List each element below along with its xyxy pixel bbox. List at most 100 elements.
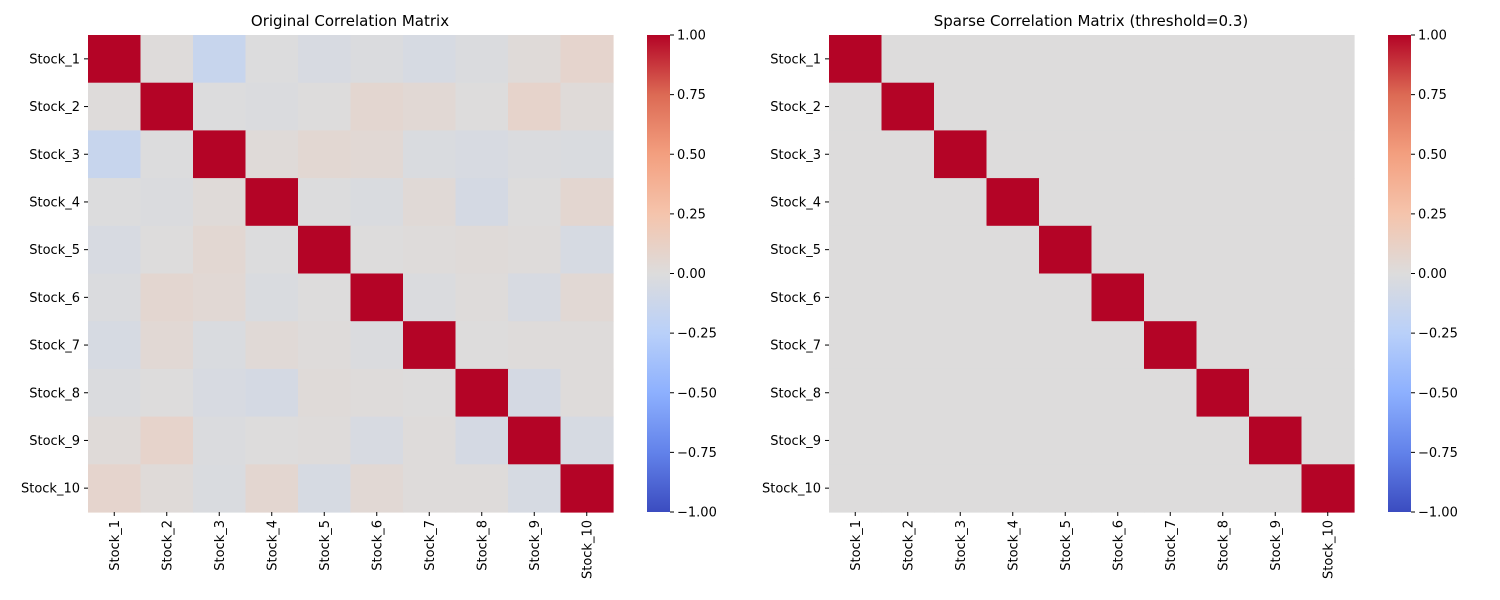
heatmap-cell (508, 321, 562, 370)
y-tick-label: Stock_8 (29, 386, 80, 401)
heatmap-cell (88, 273, 142, 322)
heatmap-cell (245, 368, 299, 418)
heatmap-cell (193, 321, 247, 370)
heatmap-cell (1196, 273, 1250, 322)
heatmap-cell (140, 82, 194, 131)
heatmap-cell (560, 82, 614, 131)
heatmap-cell (350, 82, 404, 131)
x-tick-label: Stock_6 (1111, 520, 1126, 571)
heatmap-cell (1196, 82, 1250, 131)
x-tick-label: Stock_9 (1269, 520, 1284, 571)
heatmap-cell (193, 225, 247, 275)
heatmap-cell (455, 416, 509, 465)
y-tick-label: Stock_9 (770, 434, 821, 449)
heatmap-cell (403, 368, 457, 418)
y-tick-label: Stock_7 (770, 339, 821, 354)
heatmap-cell (88, 225, 142, 275)
chart-title: Original Correlation Matrix (251, 12, 449, 30)
heatmap-cell (986, 321, 1040, 370)
heatmap-cell (829, 35, 883, 84)
heatmap-cell (560, 464, 614, 513)
x-tick-label: Stock_2 (901, 520, 916, 571)
heatmap-cell (829, 464, 883, 513)
heatmap-cell (88, 178, 142, 227)
x-tick-label: Stock_4 (1006, 520, 1021, 571)
heatmap-cell (1091, 416, 1145, 465)
heatmap-cell (881, 35, 935, 84)
heatmap-cell (298, 416, 352, 465)
heatmap-cell (298, 273, 352, 322)
heatmap-panel-sparse: Sparse Correlation Matrix (threshold=0.3… (762, 12, 1458, 579)
heatmap-cell (1039, 368, 1093, 418)
heatmap-cell (298, 82, 352, 131)
heatmap-cells (829, 35, 1355, 513)
heatmap-cell (1091, 35, 1145, 84)
y-tick-label: Stock_1 (770, 52, 821, 67)
heatmap-cell (350, 35, 404, 84)
colorbar-gradient (1388, 35, 1411, 512)
heatmap-cell (245, 225, 299, 275)
heatmap-cell (403, 130, 457, 179)
y-tick-labels: Stock_1 Stock_2 Stock_3 Stock_4 Stock_5 Stock… (762, 52, 829, 497)
heatmap-cell (455, 225, 509, 275)
heatmap-cell (1144, 416, 1198, 465)
x-tick-label: Stock_3 (954, 520, 969, 571)
heatmap-cell (1301, 130, 1355, 179)
heatmap-cell (934, 225, 988, 275)
heatmap-cell (1039, 416, 1093, 465)
heatmap-cell (350, 178, 404, 227)
y-tick-label: Stock_8 (770, 386, 821, 401)
heatmap-cell (1039, 35, 1093, 84)
colorbar-tick-label: −0.25 (677, 327, 717, 342)
heatmap-cell (1091, 273, 1145, 322)
heatmap-cell (560, 35, 614, 84)
heatmap-cell (455, 368, 509, 418)
heatmap-cell (1144, 464, 1198, 513)
x-tick-label: Stock_1 (849, 520, 864, 571)
heatmap-cell (1249, 321, 1303, 370)
heatmap-cell (881, 321, 935, 370)
heatmap-cell (1196, 178, 1250, 227)
heatmap-cell (1196, 225, 1250, 275)
heatmap-cell (560, 225, 614, 275)
heatmap-cell (140, 178, 194, 227)
heatmap-cell (1301, 368, 1355, 418)
heatmap-cell (508, 225, 562, 275)
heatmap-cell (934, 368, 988, 418)
colorbar-ticks: 1.00 0.75 0.50 0.25 0.00 −0.25 −0.50 −0.75 −1.00 (1411, 29, 1458, 521)
y-tick-label: Stock_7 (29, 339, 80, 354)
heatmap-cell (508, 416, 562, 465)
colorbar: 1.00 0.75 0.50 0.25 0.00 −0.25 −0.50 −0.75 −1.00 (647, 29, 717, 521)
heatmap-cell (881, 416, 935, 465)
heatmap-cell (1144, 368, 1198, 418)
heatmap-cell (88, 368, 142, 418)
heatmap-cell (986, 130, 1040, 179)
chart-title: Sparse Correlation Matrix (threshold=0.3… (934, 12, 1248, 30)
heatmap-cell (986, 225, 1040, 275)
colorbar-tick-label: 0.50 (677, 148, 706, 163)
heatmap-panel-original: Original Correlation Matrix Stock_1Stock… (21, 12, 717, 579)
heatmap-cell (88, 82, 142, 131)
heatmap-cell (829, 368, 883, 418)
heatmap-cell (1249, 35, 1303, 84)
heatmap-cell (829, 225, 883, 275)
heatmap-cell (1196, 368, 1250, 418)
colorbar-tick-label: 0.50 (1418, 148, 1447, 163)
heatmap-cell (1196, 35, 1250, 84)
heatmap-cell (350, 464, 404, 513)
y-tick-label: Stock_10 (21, 482, 80, 497)
heatmap-cell (298, 464, 352, 513)
heatmap-cell (298, 225, 352, 275)
colorbar-tick-label: −1.00 (1418, 506, 1458, 521)
heatmap-cell (245, 130, 299, 179)
heatmap-cell (829, 416, 883, 465)
heatmap-cell (1144, 178, 1198, 227)
heatmap-cell (1144, 35, 1198, 84)
y-tick-label: Stock_10 (762, 482, 821, 497)
heatmap-cell (1249, 273, 1303, 322)
heatmap-cell (245, 35, 299, 84)
heatmap-cell (140, 464, 194, 513)
y-tick-label: Stock_2 (770, 100, 821, 115)
heatmap-cell (298, 130, 352, 179)
heatmap-cell (403, 225, 457, 275)
